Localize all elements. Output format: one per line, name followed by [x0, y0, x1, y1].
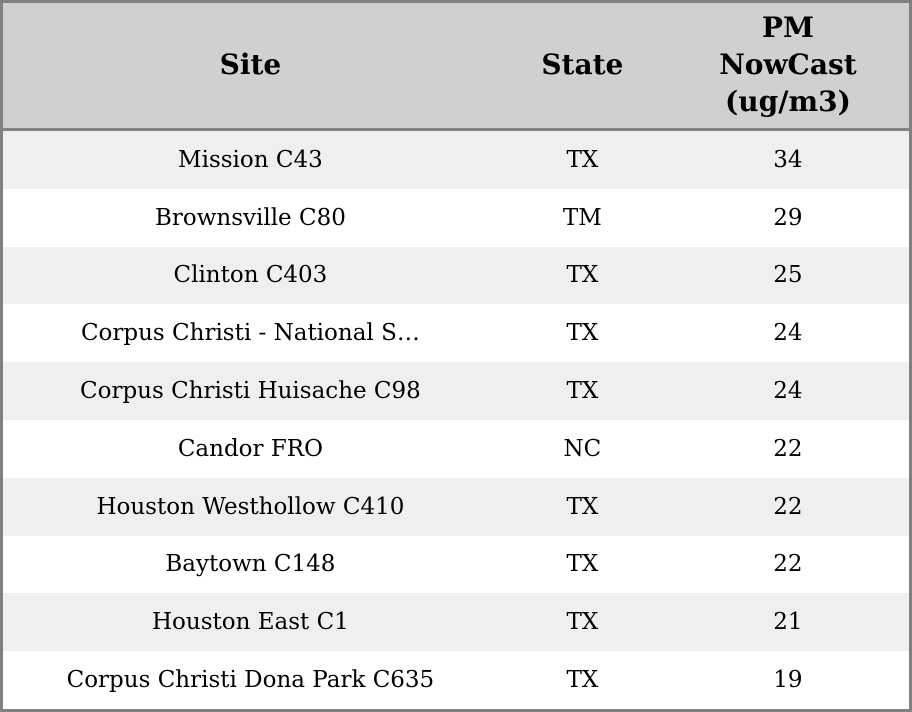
pm-nowcast-cell: 25 [773, 262, 803, 289]
site-cell: Houston East C1 [151, 609, 349, 636]
state-cell: NC [563, 435, 602, 462]
site-cell: Brownsville C80 [154, 204, 346, 231]
site-cell: Houston Westhollow C410 [96, 493, 405, 520]
state-cell: TX [566, 378, 599, 405]
table-header: Site State PM NowCast (ug/m3) [1, 1, 911, 131]
state-cell: TX [566, 667, 599, 694]
column-header-pm-nowcast[interactable]: PM NowCast (ug/m3) [666, 1, 911, 131]
pm-nowcast-cell: 22 [773, 551, 803, 578]
table-row[interactable]: Corpus Christi - National S… TX 24 [1, 304, 911, 363]
table-row[interactable]: Houston Westhollow C410 TX 22 [1, 477, 911, 536]
table-row[interactable]: Baytown C148 TX 22 [1, 535, 911, 594]
site-cell: Corpus Christi Huisache C98 [80, 378, 421, 405]
pm-nowcast-cell: 21 [773, 609, 803, 636]
site-cell: Candor FRO [177, 435, 323, 462]
state-cell: TX [566, 146, 599, 173]
table-row[interactable]: Mission C43 TX 34 [1, 129, 911, 189]
pm-nowcast-cell: 22 [773, 493, 803, 520]
state-cell: TX [566, 262, 599, 289]
state-cell: TM [562, 204, 602, 231]
site-cell: Mission C43 [178, 146, 323, 173]
site-cell: Baytown C148 [165, 551, 336, 578]
table-row[interactable]: Houston East C1 TX 21 [1, 593, 911, 652]
state-cell: TX [566, 493, 599, 520]
pm-nowcast-cell: 34 [773, 146, 803, 173]
table-row[interactable]: Corpus Christi Huisache C98 TX 24 [1, 362, 911, 420]
table-body: Mission C43 TX 34 Brownsville C80 TM 29 … [1, 129, 911, 711]
pm-nowcast-cell: 24 [773, 378, 803, 405]
header-row: Site State PM NowCast (ug/m3) [1, 1, 911, 131]
pm-nowcast-cell: 29 [773, 204, 803, 231]
column-header-state[interactable]: State [497, 1, 667, 131]
pm-nowcast-cell: 19 [773, 667, 803, 694]
state-cell: TX [566, 320, 599, 347]
column-header-site[interactable]: Site [1, 1, 498, 131]
table-row[interactable]: Clinton C403 TX 25 [1, 246, 911, 305]
state-cell: TX [566, 609, 599, 636]
pm-nowcast-cell: 22 [773, 435, 803, 462]
site-cell: Clinton C403 [173, 262, 328, 289]
state-cell: TX [566, 551, 599, 578]
site-cell: Corpus Christi - National S… [80, 320, 420, 347]
site-cell: Corpus Christi Dona Park C635 [66, 667, 435, 694]
table-row[interactable]: Brownsville C80 TM 29 [1, 188, 911, 247]
table-row[interactable]: Corpus Christi Dona Park C635 TX 19 [1, 651, 911, 711]
pm-nowcast-cell: 24 [773, 320, 803, 347]
table-row[interactable]: Candor FRO NC 22 [1, 419, 911, 478]
